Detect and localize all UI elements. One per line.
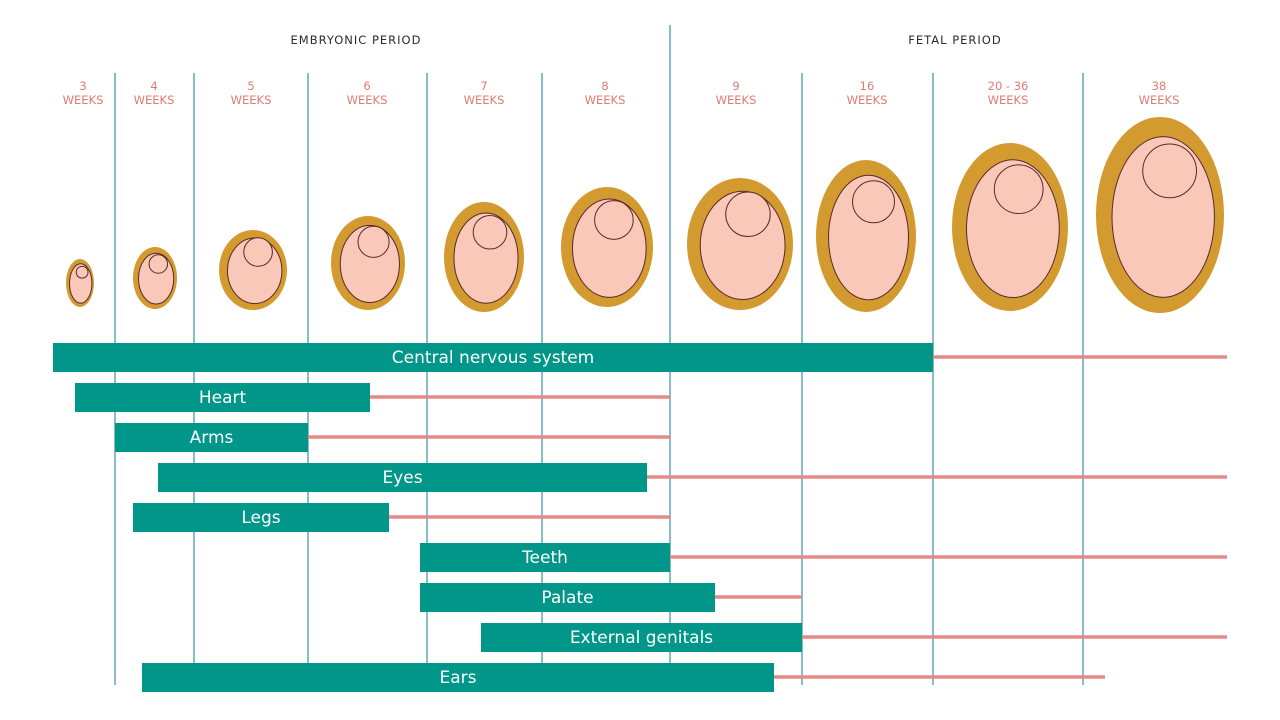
bar-label: External genitals bbox=[570, 628, 713, 648]
week-number: 20 - 36 bbox=[988, 79, 1029, 93]
embryo-head bbox=[993, 164, 1044, 215]
week-number: 16 bbox=[860, 79, 875, 93]
week-number: 9 bbox=[732, 79, 739, 93]
week-number: 5 bbox=[247, 79, 254, 93]
week-unit: WEEKS bbox=[464, 93, 505, 107]
embryo-head bbox=[148, 254, 169, 274]
week-number: 3 bbox=[79, 79, 86, 93]
embryo-head bbox=[1142, 143, 1197, 199]
week-unit: WEEKS bbox=[716, 93, 757, 107]
embryo-head bbox=[472, 214, 508, 250]
week-number: 7 bbox=[480, 79, 487, 93]
embryo-head bbox=[75, 265, 89, 279]
period-label: FETAL PERIOD bbox=[908, 33, 1001, 47]
bar-label: Arms bbox=[190, 428, 234, 448]
development-bar bbox=[420, 543, 670, 572]
week-number: 4 bbox=[150, 79, 157, 93]
week-unit: WEEKS bbox=[585, 93, 626, 107]
bar-label: Ears bbox=[439, 668, 476, 688]
development-bar bbox=[115, 423, 308, 452]
week-number: 6 bbox=[363, 79, 370, 93]
bar-label: Legs bbox=[241, 508, 280, 528]
bar-label: Central nervous system bbox=[392, 348, 594, 368]
week-unit: WEEKS bbox=[63, 93, 104, 107]
week-unit: WEEKS bbox=[347, 93, 388, 107]
development-bar bbox=[420, 583, 715, 612]
embryo-head bbox=[725, 191, 771, 238]
development-bar bbox=[53, 343, 933, 372]
week-unit: WEEKS bbox=[231, 93, 272, 107]
week-number: 8 bbox=[601, 79, 608, 93]
embryo-head bbox=[852, 180, 895, 224]
week-unit: WEEKS bbox=[847, 93, 888, 107]
embryo-head bbox=[357, 225, 390, 258]
development-bar bbox=[142, 663, 774, 692]
embryo-head bbox=[243, 237, 273, 267]
development-bar bbox=[133, 503, 389, 532]
bar-label: Palate bbox=[541, 588, 593, 608]
week-unit: WEEKS bbox=[134, 93, 175, 107]
week-number: 38 bbox=[1152, 79, 1167, 93]
bar-label: Teeth bbox=[521, 548, 568, 568]
development-bar bbox=[75, 383, 370, 412]
period-label: EMBRYONIC PERIOD bbox=[291, 33, 422, 47]
development-bar bbox=[481, 623, 802, 652]
embryo-head bbox=[594, 200, 634, 240]
week-unit: WEEKS bbox=[1139, 93, 1180, 107]
development-bar bbox=[158, 463, 647, 492]
bar-label: Heart bbox=[199, 388, 247, 408]
bar-label: Eyes bbox=[382, 468, 422, 488]
week-unit: WEEKS bbox=[988, 93, 1029, 107]
